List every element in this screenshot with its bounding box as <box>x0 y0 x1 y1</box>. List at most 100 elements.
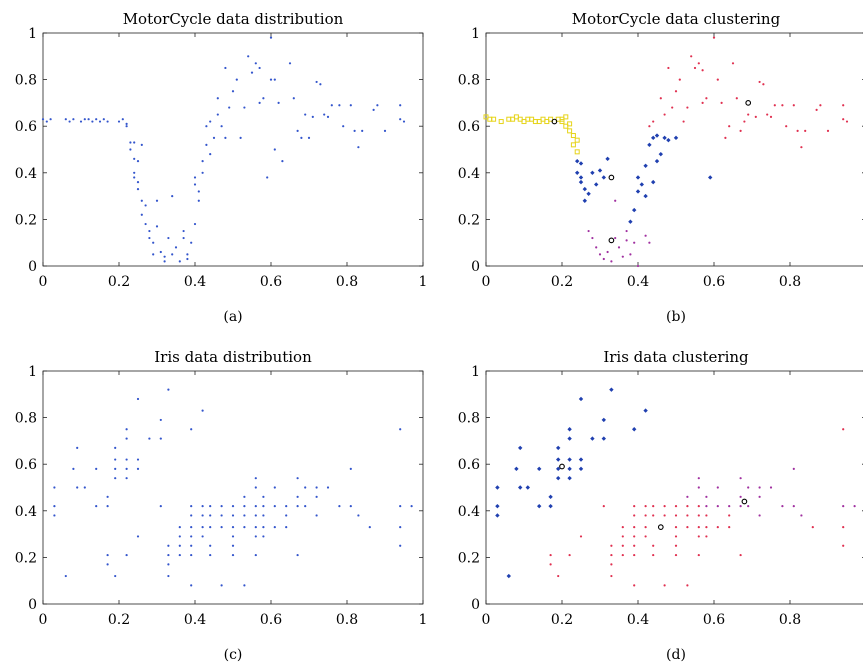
x-tick-label: 0 <box>482 612 491 628</box>
data-point <box>625 229 628 233</box>
data-point <box>243 514 246 517</box>
data-point <box>254 535 257 538</box>
data-point <box>190 535 193 538</box>
data-point <box>617 246 621 249</box>
data-point <box>811 526 814 529</box>
data-point <box>731 62 735 65</box>
data-point <box>220 584 223 587</box>
data-point <box>258 101 261 104</box>
data-point <box>773 104 776 107</box>
data-point <box>556 466 561 472</box>
y-tick-label: 1 <box>471 364 480 380</box>
data-point <box>68 120 71 123</box>
data-point <box>654 158 660 164</box>
data-point <box>549 553 552 557</box>
data-point <box>610 574 613 578</box>
x-tick-label: 0.8 <box>779 612 801 628</box>
data-point <box>372 108 375 111</box>
data-point <box>758 80 761 84</box>
data-point <box>781 104 784 107</box>
data-point <box>53 514 56 517</box>
data-point <box>842 505 845 508</box>
data-point <box>498 119 504 125</box>
data-point <box>697 526 700 529</box>
data-point <box>567 121 573 127</box>
data-point <box>326 486 330 489</box>
data-point <box>697 505 700 508</box>
x-tick-label: 0.6 <box>260 612 282 628</box>
data-point <box>747 113 750 116</box>
data-point <box>220 125 223 128</box>
data-point <box>209 153 212 156</box>
data-point <box>49 118 52 121</box>
data-point <box>792 104 795 107</box>
data-point <box>201 514 204 517</box>
data-point <box>652 514 655 517</box>
data-point <box>79 120 83 123</box>
data-point <box>601 436 606 441</box>
chart-panel-c: Iris data distribution 0 0.2 0.4 0.6 0.8 1 0 0.2… <box>15 348 428 663</box>
data-point <box>735 97 738 100</box>
data-point <box>495 513 500 518</box>
cluster-center-point <box>745 100 752 106</box>
data-point <box>697 553 700 557</box>
data-point <box>201 535 204 538</box>
data-point <box>747 505 750 508</box>
data-point <box>402 120 406 123</box>
data-point <box>136 188 140 191</box>
data-point <box>644 535 647 538</box>
data-point <box>133 141 136 144</box>
data-point <box>315 514 318 517</box>
data-point <box>678 78 681 81</box>
chart-panel-b: MotorCycle data clustering 0 0.2 0.4 0.6 0.8 1… <box>458 10 863 325</box>
data-point <box>590 436 595 441</box>
data-point <box>190 428 193 431</box>
data-point <box>674 553 678 557</box>
data-point <box>140 199 143 202</box>
data-point <box>842 428 845 431</box>
data-point <box>368 526 371 529</box>
data-point <box>72 118 75 121</box>
data-point <box>152 253 155 256</box>
data-point <box>724 136 727 139</box>
data-point <box>250 71 254 74</box>
data-point <box>697 477 700 480</box>
data-point <box>285 514 288 517</box>
data-point <box>686 526 689 529</box>
data-point <box>556 475 561 481</box>
y-tick-label: 0.4 <box>15 166 37 182</box>
cluster-center-point <box>559 463 565 470</box>
data-point <box>659 97 662 100</box>
data-point <box>792 505 795 508</box>
data-point <box>209 514 212 517</box>
data-point <box>190 505 193 508</box>
data-point <box>582 198 587 203</box>
data-point <box>319 83 322 86</box>
data-point <box>231 90 235 93</box>
data-point <box>556 445 561 451</box>
data-point <box>578 179 584 185</box>
data-point <box>186 253 189 256</box>
x-tick-label: 1 <box>419 612 428 628</box>
data-point <box>190 584 193 587</box>
data-point <box>262 526 265 529</box>
data-point <box>300 136 303 139</box>
series-d-2 <box>686 467 856 517</box>
data-point <box>674 505 678 508</box>
x-tick-label: 0 <box>39 612 48 628</box>
y-tick-label: 0.2 <box>15 212 37 228</box>
data-point <box>338 104 341 107</box>
data-point <box>633 553 636 557</box>
data-point <box>357 146 360 149</box>
data-point <box>652 553 655 557</box>
data-point <box>747 486 750 489</box>
data-point <box>178 544 181 547</box>
data-point <box>190 241 193 244</box>
data-point <box>575 170 580 175</box>
data-point <box>567 427 572 432</box>
data-point <box>167 574 170 578</box>
data-point <box>383 129 387 132</box>
data-point <box>663 584 666 587</box>
data-point <box>129 141 132 144</box>
data-point <box>674 514 678 517</box>
